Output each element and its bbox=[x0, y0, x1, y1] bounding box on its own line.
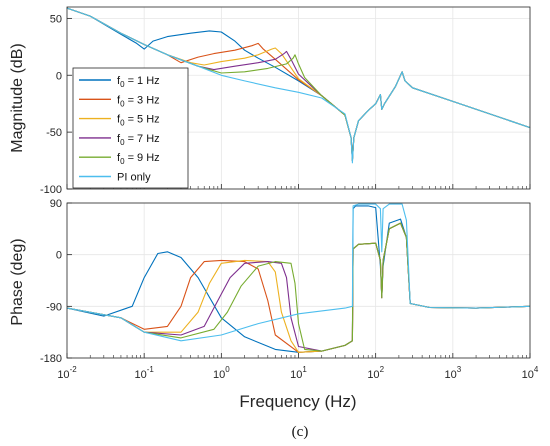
legend-entry-1: f0 = 3 Hz bbox=[117, 94, 160, 108]
legend-entry-3: f0 = 7 Hz bbox=[117, 133, 160, 147]
x-tick-label: 104 bbox=[522, 365, 539, 381]
phase-axes-box bbox=[66, 202, 531, 359]
legend-entry-5: PI only bbox=[117, 172, 151, 184]
legend-box bbox=[72, 67, 189, 189]
legend-entry-0: f0 = 1 Hz bbox=[117, 75, 160, 89]
phase-y-ticks: 90 0 -90 -180 bbox=[40, 198, 72, 365]
ph-series-line-5 bbox=[66, 203, 531, 342]
x-tick-label: 100 bbox=[213, 365, 230, 381]
x-tick-label: 103 bbox=[444, 365, 461, 381]
mag-y-tick-label: -100 bbox=[40, 184, 62, 196]
legend-entry-2: f0 = 5 Hz bbox=[117, 114, 160, 128]
phase-x-ticks: 10-2 10-1 100 101 102 103 104 bbox=[57, 365, 539, 381]
x-tick-label: 10-1 bbox=[134, 365, 154, 381]
ph-y-tick-label: 0 bbox=[56, 250, 62, 262]
mag-y-tick-label: -50 bbox=[46, 127, 62, 139]
legend: f0 = 1 Hz f0 = 3 Hz f0 = 5 Hz f0 = 7 Hz f0 =… bbox=[72, 67, 189, 189]
ph-y-tick-label: -90 bbox=[46, 301, 62, 313]
magnitude-y-axis-label: Magnitude (dB) bbox=[9, 43, 26, 152]
mag-y-tick-label: 50 bbox=[50, 13, 62, 25]
x-tick-label: 10-2 bbox=[57, 365, 77, 381]
frequency-x-axis-label: Frequency (Hz) bbox=[239, 392, 356, 411]
legend-entry-4: f0 = 9 Hz bbox=[117, 152, 160, 166]
mag-y-tick-label: 0 bbox=[56, 70, 62, 82]
phase-series bbox=[66, 203, 531, 353]
phase-y-axis-label: Phase (deg) bbox=[9, 238, 26, 325]
x-tick-label: 102 bbox=[367, 365, 384, 381]
magnitude-y-ticks: 50 0 -50 -100 bbox=[40, 13, 72, 196]
x-tick-label: 101 bbox=[290, 365, 307, 381]
phase-panel: 90 0 -90 -180 10-2 10-1 100 101 102 103 104 Phase… bbox=[9, 198, 539, 411]
magnitude-series bbox=[66, 7, 531, 164]
figure-caption: (c) bbox=[292, 424, 309, 440]
ph-series-line-4 bbox=[66, 222, 531, 352]
ph-y-tick-label: -180 bbox=[40, 353, 62, 365]
magnitude-axes-box bbox=[66, 6, 531, 190]
mag-series-line-5 bbox=[66, 7, 531, 164]
ph-y-tick-label: 90 bbox=[50, 198, 62, 210]
